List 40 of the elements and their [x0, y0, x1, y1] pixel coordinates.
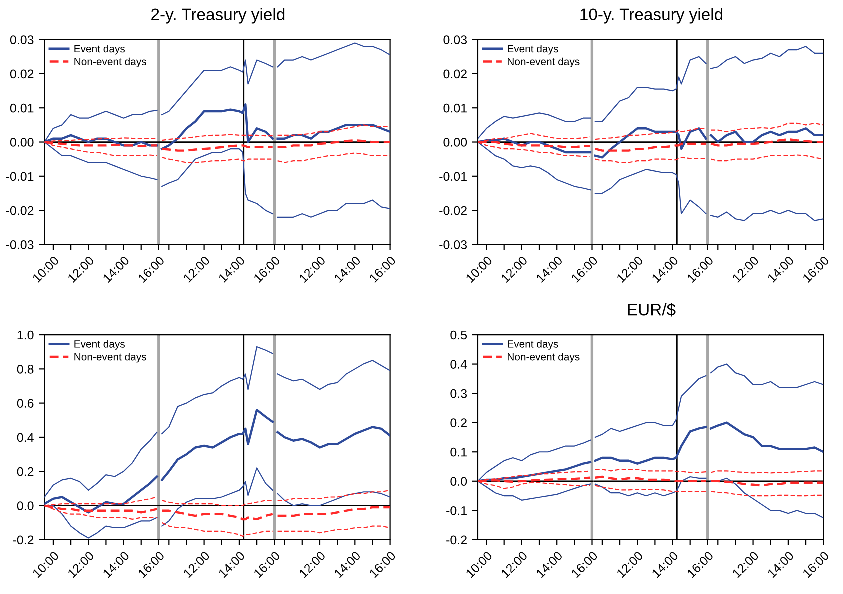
y-tick-label: 0.01 [10, 104, 34, 113]
y-tick-label: -0.02 [6, 206, 34, 216]
y-tick-label: -0.2 [13, 536, 34, 545]
y-tick-label: 0.0 [17, 502, 34, 510]
y-tick-label: 0.02 [10, 70, 34, 79]
y-tick-label: 0.03 [444, 36, 468, 44]
y-tick-label: 0.6 [17, 399, 34, 408]
y-tick-label: -0.01 [6, 172, 34, 182]
legend-label: Non-event days [508, 353, 580, 363]
y-tick-label: 0.00 [10, 138, 34, 147]
y-tick-label: -0.03 [6, 240, 34, 250]
y-tick-label: 0.03 [10, 36, 34, 44]
legend-label: Event days [74, 340, 126, 350]
y-tick-label: -0.03 [440, 240, 468, 250]
legend-label: Event days [508, 340, 558, 350]
chart-title: EUR/$ [628, 303, 676, 317]
y-tick-label: 0.02 [444, 70, 467, 79]
y-tick-label: 0.8 [17, 364, 34, 374]
y-tick-label: 0.1 [450, 448, 467, 457]
legend-label: Event days [74, 45, 126, 55]
chart-title: 10-y. Treasury yield [580, 8, 723, 24]
y-tick-label: 0.4 [450, 360, 468, 369]
y-tick-label: -0.01 [440, 172, 467, 182]
y-tick-label: 0.00 [444, 138, 468, 147]
y-tick-label: 0.3 [450, 389, 468, 398]
chart-title: 2-y. Treasury yield [152, 8, 285, 24]
y-tick-label: 0.2 [450, 418, 467, 428]
y-tick-label: 0.0 [450, 477, 468, 486]
y-tick-label: -0.1 [446, 506, 467, 516]
y-tick-label: -0.2 [446, 536, 467, 545]
y-tick-label: 0.4 [17, 433, 34, 442]
legend-label: Non-event days [508, 58, 580, 68]
legend-label: Non-event days [74, 353, 146, 363]
legend-label: Event days [508, 45, 558, 55]
y-tick-label: 0.2 [17, 467, 34, 476]
y-tick-label: 1.0 [18, 330, 34, 340]
y-tick-label: 0.01 [444, 104, 467, 113]
y-tick-label: 0.5 [450, 330, 468, 340]
legend-label: Non-event days [74, 58, 146, 68]
y-tick-label: -0.02 [440, 206, 467, 216]
